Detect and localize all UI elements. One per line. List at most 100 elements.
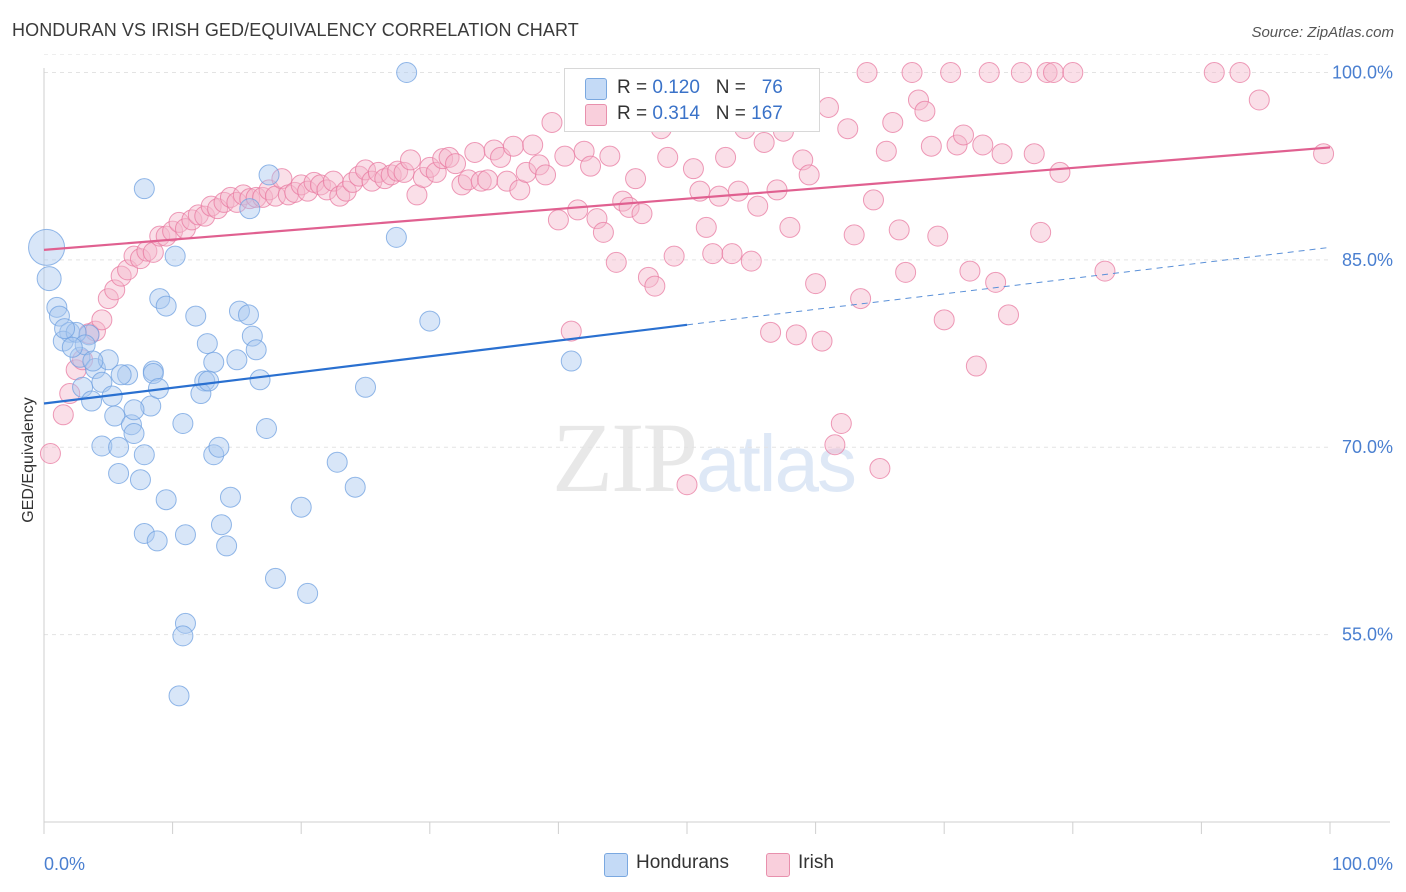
irish-trendline <box>43 146 1331 251</box>
irish-point <box>59 383 81 405</box>
honduran-point <box>396 61 418 83</box>
hondurans-r-label: R = <box>617 77 653 98</box>
irish-point <box>1313 143 1335 165</box>
irish-point <box>1229 61 1251 83</box>
irish-point <box>721 243 743 265</box>
honduran-trendline <box>43 323 688 405</box>
honduran-point <box>146 530 168 552</box>
irish-point <box>290 174 312 196</box>
irish-point <box>567 199 589 221</box>
irish-point <box>631 203 653 225</box>
honduran-point <box>326 451 348 473</box>
honduran-point <box>133 444 155 466</box>
irish-point <box>952 124 974 146</box>
honduran-point <box>355 376 376 398</box>
irish-point <box>316 179 338 201</box>
irish-legend-swatch <box>766 853 790 877</box>
honduran-point <box>198 370 220 392</box>
label-layer: 55.0% 70.0% 85.0% 100.0% 0.0% 100.0% GED/Equiv… <box>20 62 1393 874</box>
irish-r-label: R = <box>617 103 653 124</box>
honduran-point <box>117 364 139 386</box>
honduran-point <box>91 435 113 457</box>
irish-point <box>1248 89 1270 111</box>
irish-point <box>1049 161 1071 183</box>
irish-point <box>817 96 839 118</box>
honduran-point <box>129 469 151 491</box>
irish-point <box>592 221 614 243</box>
irish-point <box>380 164 402 186</box>
stats-legend: R = 0.120 N = 76 R = 0.314 N = 167 <box>564 68 820 132</box>
honduran-point <box>164 245 186 267</box>
irish-point <box>824 434 846 456</box>
honduran-point <box>196 333 218 355</box>
irish-point <box>888 219 910 241</box>
irish-point <box>625 168 647 190</box>
irish-point <box>271 168 293 190</box>
irish-point <box>785 324 807 346</box>
honduran-point <box>264 567 286 589</box>
irish-point <box>91 309 113 331</box>
irish-point <box>335 180 357 202</box>
irish-point <box>805 273 827 295</box>
irish-point <box>104 279 126 301</box>
honduran-point <box>123 399 145 421</box>
honduran-point <box>172 413 194 435</box>
irish-point <box>425 161 447 183</box>
irish-point <box>580 155 602 177</box>
honduran-point <box>108 436 130 458</box>
points-layer <box>28 61 1335 707</box>
honduran-point <box>110 364 132 386</box>
chart-title: HONDURAN VS IRISH GED/EQUIVALENCY CORREL… <box>12 20 579 40</box>
honduran-point <box>385 226 407 248</box>
irish-point <box>432 148 454 170</box>
y-tick-label: 100.0% <box>1332 62 1393 82</box>
irish-point <box>657 146 679 168</box>
honduran-point <box>81 390 103 412</box>
irish-point <box>882 111 904 133</box>
irish-point <box>509 179 531 201</box>
irish-point <box>869 457 891 479</box>
source-label: Source: ZipAtlas.com <box>1251 24 1394 41</box>
irish-point <box>1043 61 1065 83</box>
irish-point <box>695 216 717 238</box>
honduran-point <box>219 486 241 508</box>
axis-layer <box>43 68 1390 834</box>
irish-point <box>522 134 544 156</box>
irish-point <box>998 304 1019 326</box>
honduran-point <box>237 304 259 326</box>
honduran-point <box>155 489 177 511</box>
irish-point <box>907 89 929 111</box>
irish-point <box>52 404 74 426</box>
irish-point <box>400 149 422 171</box>
honduran-point <box>290 496 312 518</box>
irish-point <box>1203 61 1225 83</box>
irish-point <box>747 195 769 217</box>
irish-point <box>753 131 775 153</box>
honduran-trendline-extension <box>686 246 1331 326</box>
irish-point <box>1023 143 1045 165</box>
irish-point <box>637 266 659 288</box>
hondurans-n-value: 76 <box>761 77 783 98</box>
irish-point <box>875 140 897 162</box>
irish-n-value: 167 <box>751 103 783 124</box>
honduran-point <box>208 436 230 458</box>
irish-point <box>560 320 582 342</box>
irish-point <box>541 111 563 133</box>
irish-point <box>438 146 460 168</box>
watermark: ZIPatlas <box>552 400 857 515</box>
irish-point <box>528 154 550 176</box>
irish-point <box>393 161 415 183</box>
honduran-point <box>203 351 225 373</box>
watermark-zip: ZIP <box>552 402 698 513</box>
irish-point <box>933 309 955 331</box>
honduran-point <box>239 198 261 220</box>
irish-point <box>901 61 923 83</box>
honduran-point <box>97 349 119 371</box>
irish-point <box>837 118 859 140</box>
irish-point <box>850 288 872 310</box>
irish-point <box>991 143 1013 165</box>
irish-point <box>470 170 492 192</box>
honduran-point <box>216 535 238 557</box>
irish-point <box>142 241 164 263</box>
